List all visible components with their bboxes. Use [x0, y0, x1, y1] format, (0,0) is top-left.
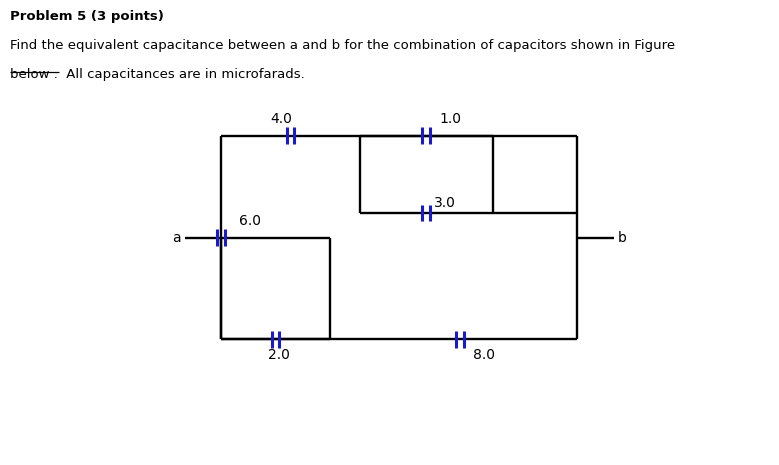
Text: 2.0: 2.0	[267, 348, 290, 362]
Text: a: a	[172, 231, 181, 245]
Text: b: b	[618, 231, 626, 245]
Text: 4.0: 4.0	[270, 112, 292, 126]
Text: below .: below .	[10, 68, 58, 81]
Text: 1.0: 1.0	[439, 112, 462, 126]
Text: All capacitances are in microfarads.: All capacitances are in microfarads.	[62, 68, 305, 81]
Text: 3.0: 3.0	[434, 196, 456, 210]
Text: Find the equivalent capacitance between a and b for the combination of capacitor: Find the equivalent capacitance between …	[10, 39, 675, 52]
Text: 8.0: 8.0	[473, 348, 495, 362]
Text: Problem 5 (3 points): Problem 5 (3 points)	[10, 10, 164, 23]
Text: 6.0: 6.0	[239, 213, 261, 228]
